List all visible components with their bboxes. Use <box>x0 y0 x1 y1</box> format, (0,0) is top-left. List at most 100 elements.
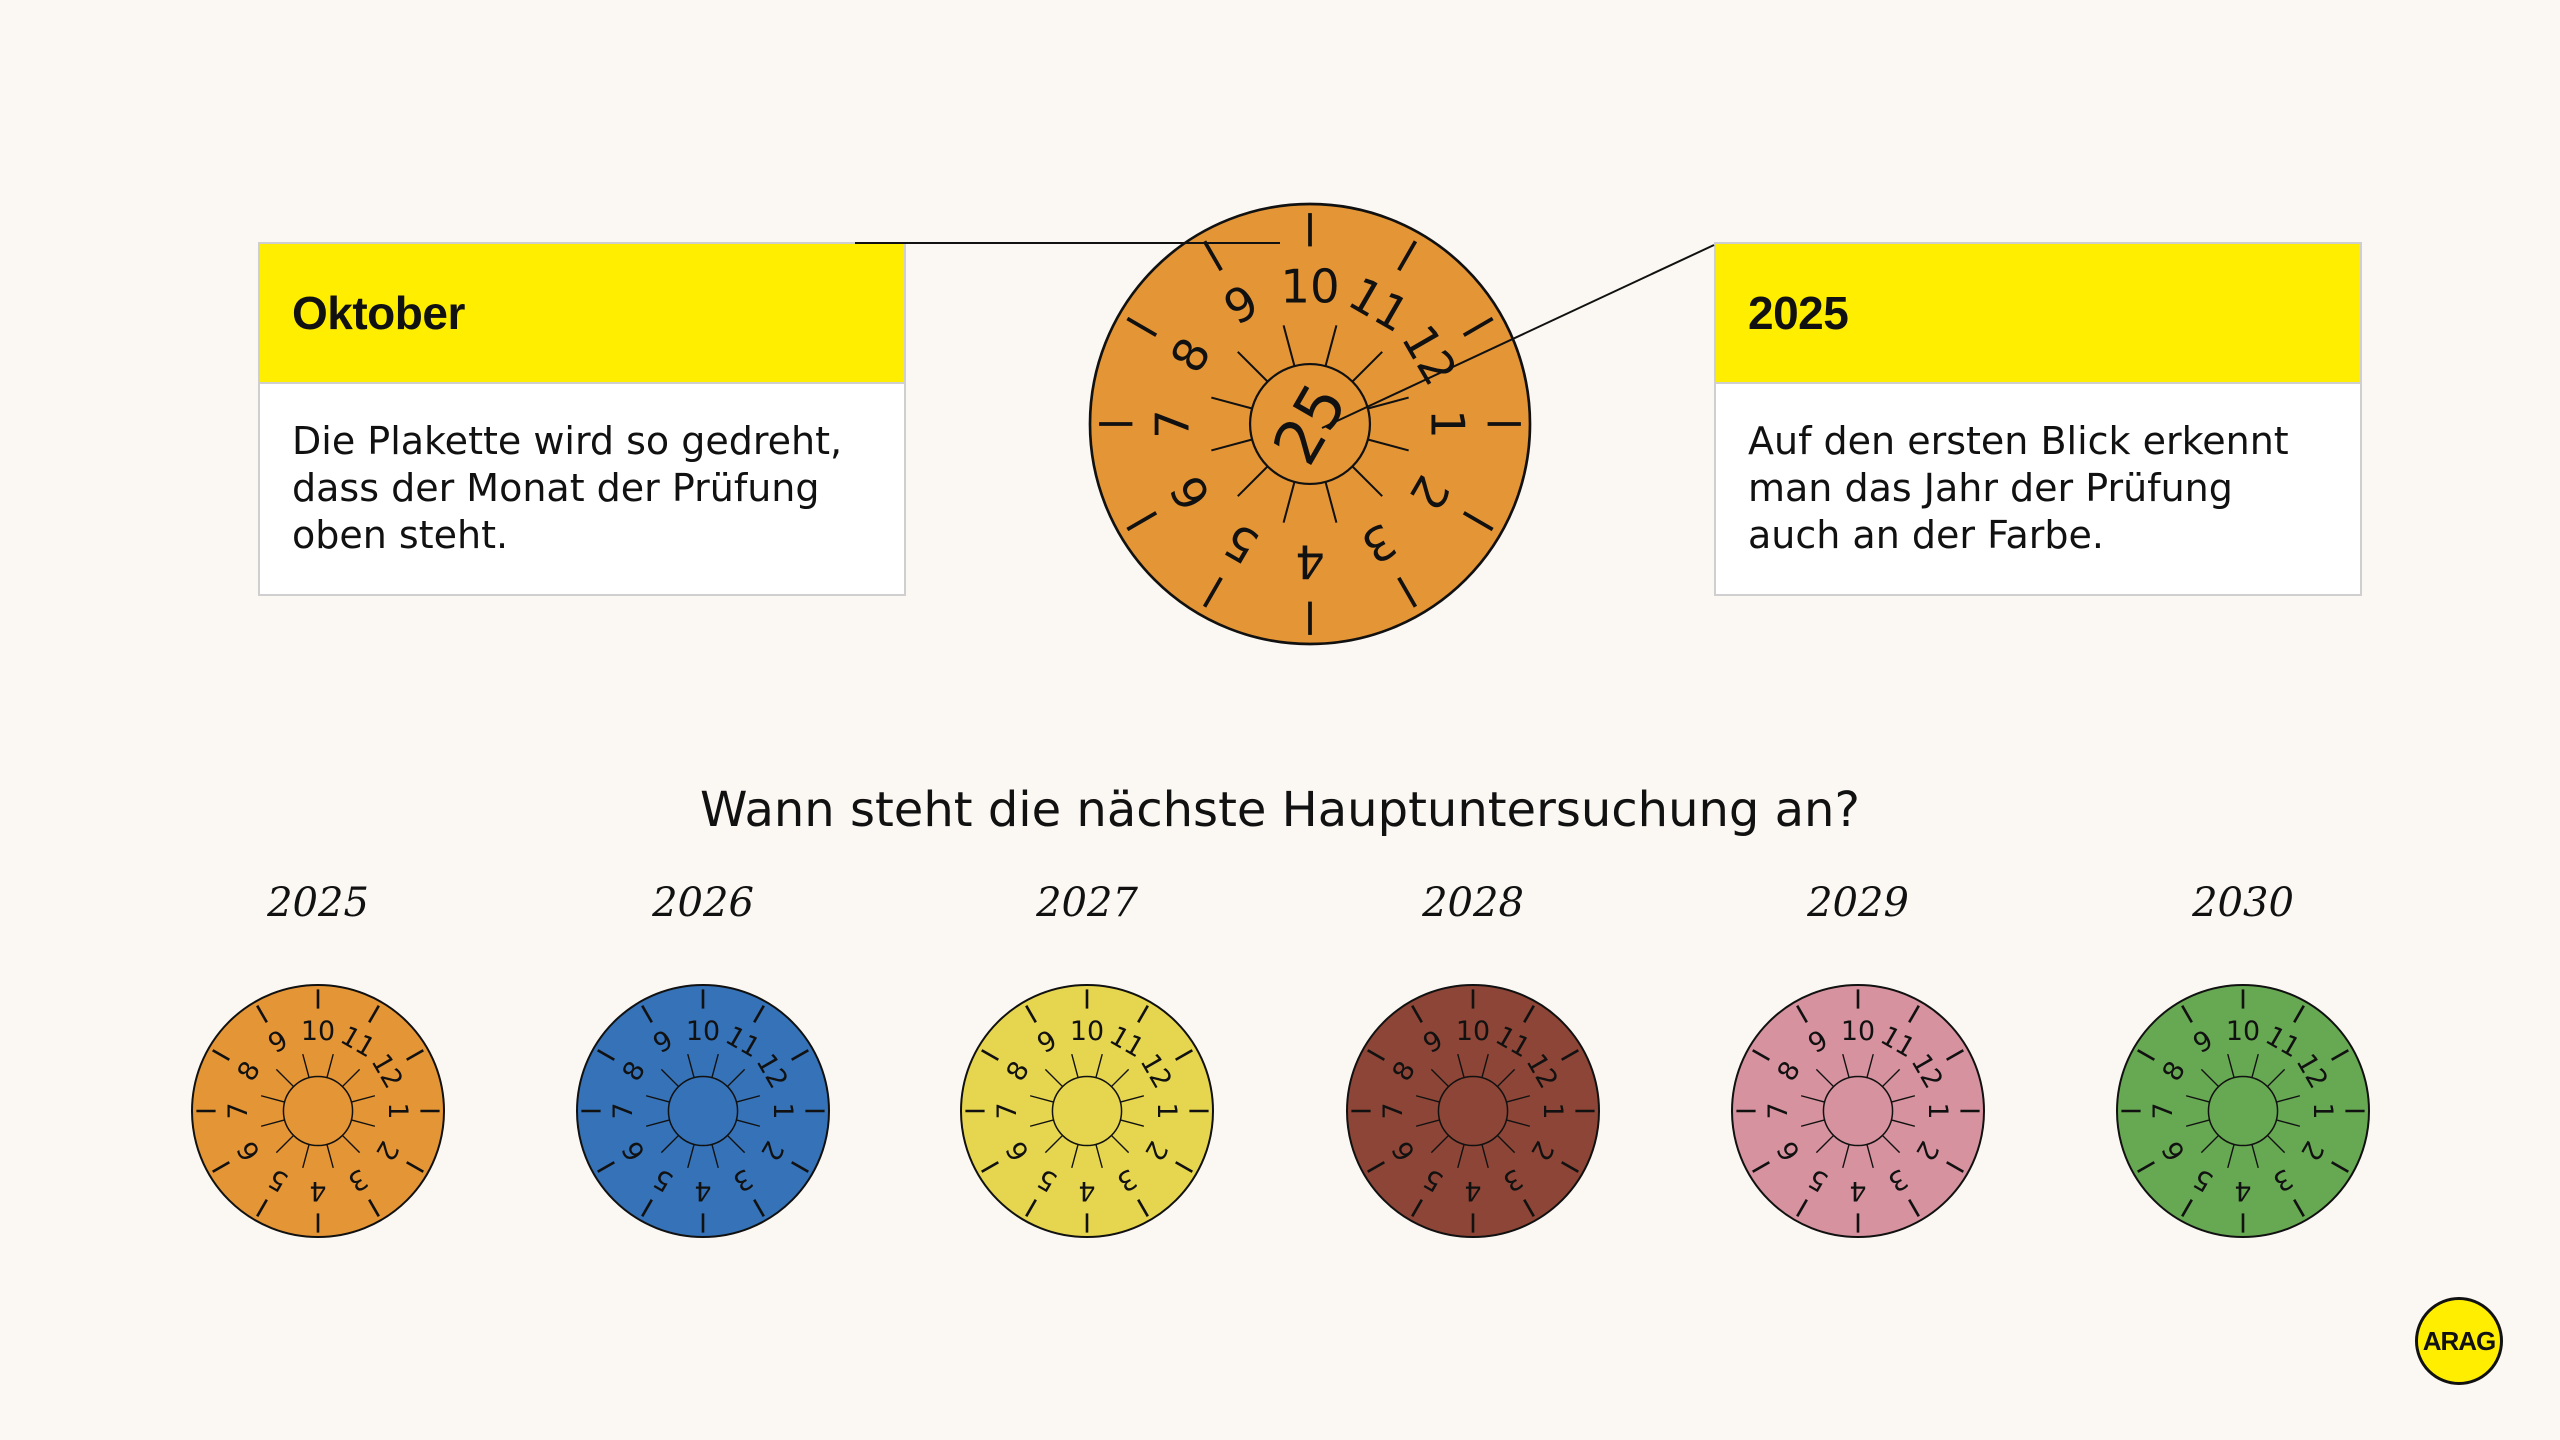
month-number: 4 <box>1464 1175 1481 1206</box>
month-marker <box>1175 1049 1193 1061</box>
month-number: 7 <box>1763 1102 1794 1119</box>
sticker-tick <box>1415 1095 1440 1103</box>
sticker-tick <box>645 1119 670 1127</box>
sticker-tick <box>1881 1134 1901 1154</box>
sticker-tick <box>1866 1053 1874 1078</box>
info-box-year-text: Auf den ersten Blick erkennt man das Jah… <box>1748 419 2289 557</box>
sticker-tick <box>2185 1119 2210 1127</box>
question-heading: Wann steht die nächste Hauptuntersuchung… <box>700 782 1860 838</box>
month-marker <box>1561 1161 1579 1173</box>
month-marker <box>641 1005 653 1023</box>
month-marker <box>981 1049 999 1061</box>
month-marker <box>1175 1161 1193 1173</box>
sticker-tick <box>1842 1144 1850 1169</box>
sticker-tick <box>1481 1144 1489 1169</box>
month-marker <box>1946 1161 1964 1173</box>
sticker-tick <box>1110 1068 1130 1088</box>
month-marker <box>1126 316 1158 337</box>
sticker-tick <box>660 1134 680 1154</box>
sticker-tick <box>1351 465 1383 497</box>
sticker-tick <box>341 1134 361 1154</box>
month-marker <box>1367 1161 1385 1173</box>
sticker-tick <box>1415 1119 1440 1127</box>
month-marker <box>406 1161 424 1173</box>
month-marker <box>597 1161 615 1173</box>
sticker-tick <box>1324 325 1338 367</box>
sticker-tick <box>2266 1134 2286 1154</box>
sticker-year-label: 2028 <box>1422 880 1524 926</box>
sticker-tick <box>1237 465 1269 497</box>
sticker-year-label: 2029 <box>1807 880 1909 926</box>
month-marker <box>1908 1199 1920 1217</box>
sticker-year-label: 2030 <box>2192 880 2294 926</box>
month-marker <box>1752 1049 1770 1061</box>
month-marker <box>1561 1049 1579 1061</box>
month-marker <box>1796 1199 1808 1217</box>
sticker-tick <box>1282 481 1296 523</box>
sticker-tick <box>1815 1068 1835 1088</box>
month-marker <box>1908 1005 1920 1023</box>
info-box-month-text: Die Plakette wird so gedreht, dass der M… <box>292 419 843 557</box>
info-box-year: 2025 Auf den ersten Blick erkennt man da… <box>1714 242 2362 596</box>
sticker-tick <box>645 1095 670 1103</box>
sticker-tick <box>260 1119 285 1127</box>
sticker-tick <box>1282 325 1296 367</box>
sticker-year-label: 2025 <box>267 880 369 926</box>
sticker-tick <box>2266 1068 2286 1088</box>
month-number: 10 <box>301 1016 335 1047</box>
sticker-tick <box>341 1068 361 1088</box>
month-number: 1 <box>1151 1102 1182 1119</box>
sticker-tick <box>1496 1134 1516 1154</box>
sticker-tick <box>1044 1068 1064 1088</box>
sticker-tick <box>302 1144 310 1169</box>
month-marker <box>212 1161 230 1173</box>
sticker-tick <box>351 1095 376 1103</box>
month-number: 1 <box>1421 409 1475 439</box>
sticker-tick <box>275 1134 295 1154</box>
sticker-tick <box>1506 1119 1531 1127</box>
month-marker <box>1367 1049 1385 1061</box>
month-number: 1 <box>382 1102 413 1119</box>
month-marker <box>368 1199 380 1217</box>
month-number: 10 <box>1070 1016 1104 1047</box>
sticker-tick <box>2227 1053 2235 1078</box>
sticker-tick <box>302 1053 310 1078</box>
month-marker <box>1137 1199 1149 1217</box>
month-marker <box>368 1005 380 1023</box>
sticker-tick <box>275 1068 295 1088</box>
sticker-tick <box>351 1119 376 1127</box>
sticker-tick <box>1800 1119 1825 1127</box>
sticker-tick <box>1120 1095 1145 1103</box>
month-marker <box>2181 1199 2193 1217</box>
sticker-tick <box>1110 1134 1130 1154</box>
month-marker <box>1397 576 1418 608</box>
sticker-tick <box>1430 1134 1450 1154</box>
info-box-month-title: Oktober <box>260 244 904 384</box>
sticker-tick <box>2200 1134 2220 1154</box>
sticker-tick <box>1815 1134 1835 1154</box>
sticker-tick <box>1351 351 1383 383</box>
month-number: 7 <box>1378 1102 1409 1119</box>
sticker-tick <box>1367 396 1409 410</box>
month-number: 7 <box>223 1102 254 1119</box>
sticker-tick <box>1071 1053 1079 1078</box>
sticker-tick <box>1029 1119 1054 1127</box>
sticker-tick <box>1506 1095 1531 1103</box>
sticker-tick <box>1866 1144 1874 1169</box>
sticker-tick <box>726 1134 746 1154</box>
month-marker <box>1397 240 1418 272</box>
month-number: 4 <box>1078 1175 1095 1206</box>
month-marker <box>981 1161 999 1173</box>
month-number: 10 <box>2226 1016 2260 1047</box>
sticker-tick <box>1029 1095 1054 1103</box>
month-marker <box>2293 1005 2305 1023</box>
sticker-tick <box>1430 1068 1450 1088</box>
month-number: 1 <box>1537 1102 1568 1119</box>
sticker-tick <box>711 1053 719 1078</box>
sticker-tick <box>1457 1144 1465 1169</box>
